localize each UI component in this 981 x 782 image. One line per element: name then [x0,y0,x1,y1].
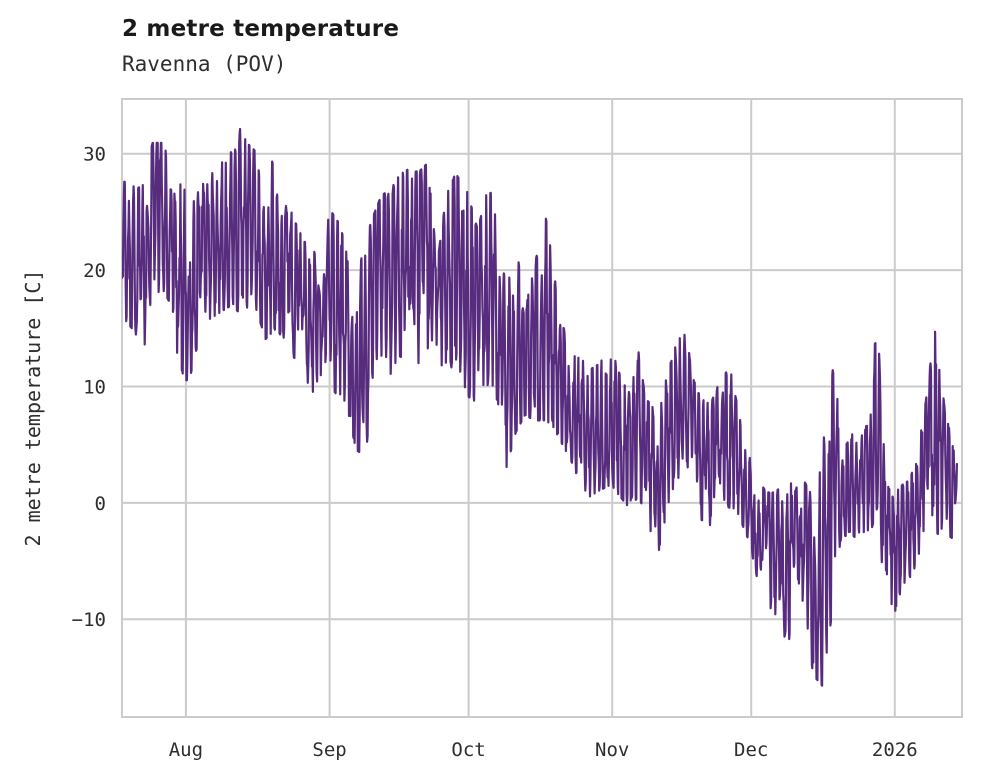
x-tick-label: Dec [734,739,768,761]
x-tick-label: 2026 [872,739,918,761]
x-tick-label: Aug [169,739,203,761]
y-tick-label: 10 [83,377,106,399]
y-tick-label: 0 [95,493,106,515]
x-tick-label: Sep [312,739,346,761]
plot-border [121,98,963,718]
chart-subtitle: Ravenna (POV) [122,52,287,76]
y-tick-label: −10 [72,609,106,631]
temperature-series-line [122,127,958,687]
chart-title: 2 metre temperature [122,16,400,42]
x-tick-label: Oct [451,739,485,761]
x-tick-label: Nov [595,739,629,761]
y-tick-label: 30 [83,144,106,166]
y-tick-label: 20 [83,260,106,282]
